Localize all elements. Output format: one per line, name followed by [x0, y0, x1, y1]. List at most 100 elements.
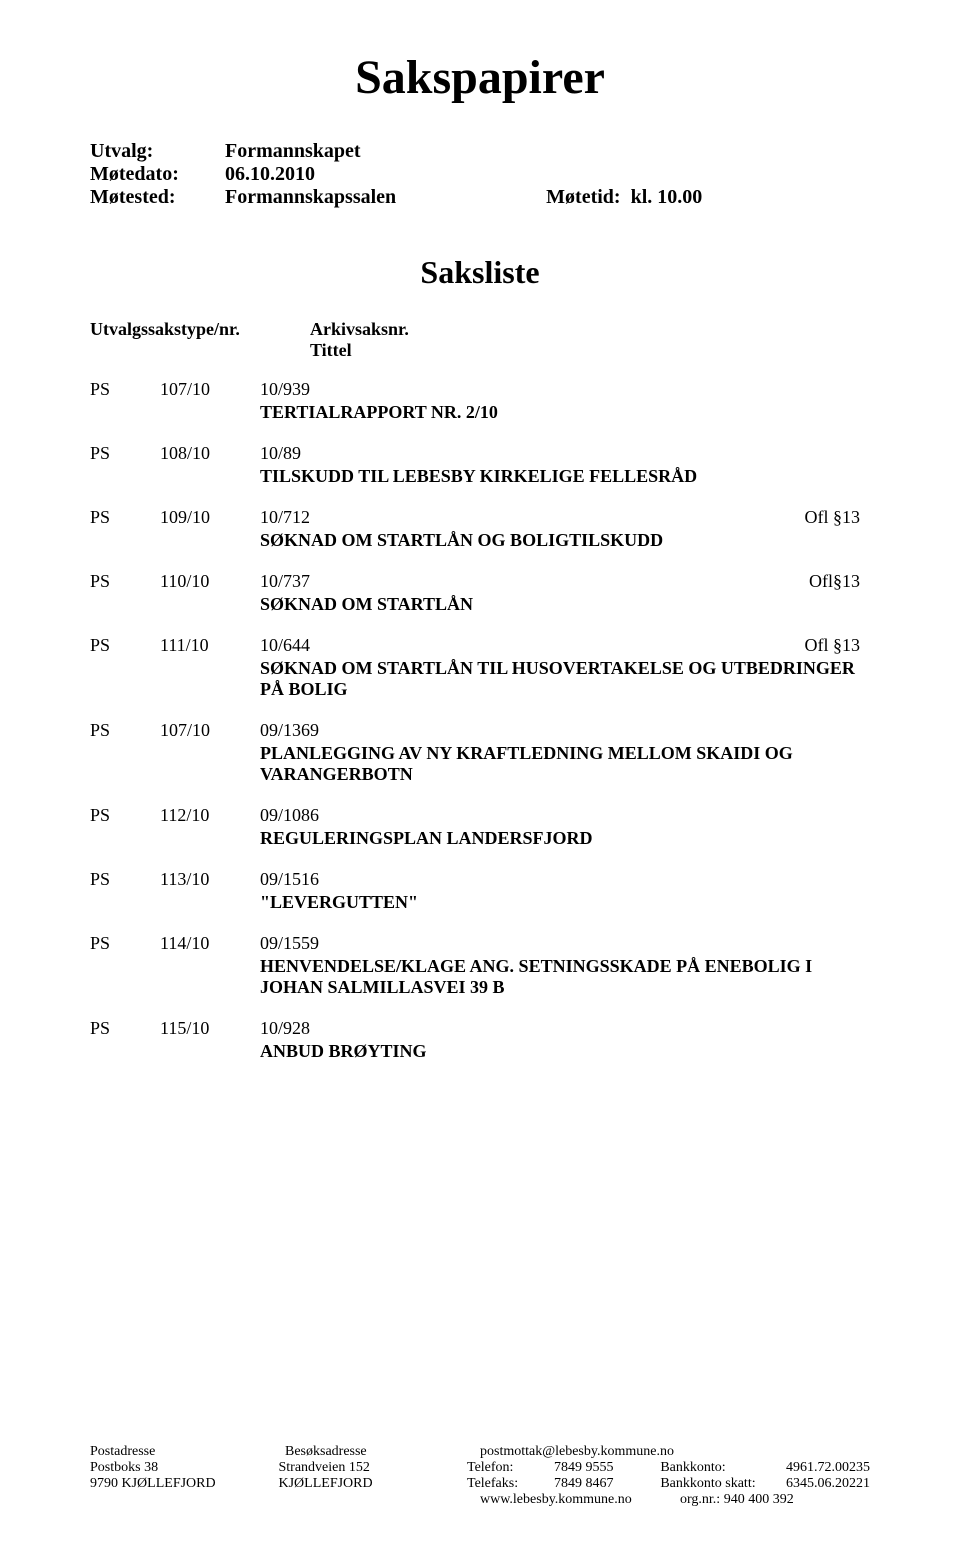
motedato-label: Møtedato: — [90, 163, 225, 186]
item-ps: PS — [90, 720, 160, 741]
footer-cell: Telefaks: — [467, 1476, 554, 1492]
item-ps: PS — [90, 869, 160, 890]
footer-cell: Besøksadresse — [285, 1444, 480, 1460]
meta-row-motedato: Møtedato: 06.10.2010 — [90, 163, 870, 186]
item-title: SØKNAD OM STARTLÅN — [260, 594, 870, 615]
item-title: TERTIALRAPPORT NR. 2/10 — [260, 402, 870, 423]
footer-cell: www.lebesby.kommune.no — [480, 1492, 680, 1508]
footer-cell: Postboks 38 — [90, 1460, 279, 1476]
section-title: Saksliste — [90, 254, 870, 291]
item-body: 10/939 TERTIALRAPPORT NR. 2/10 — [260, 379, 870, 423]
item-title: PLANLEGGING AV NY KRAFTLEDNING MELLOM SK… — [260, 743, 870, 785]
item-ps: PS — [90, 805, 160, 826]
item-body: 09/1516 "LEVERGUTTEN" — [260, 869, 870, 913]
item-caseno: 111/10 — [160, 635, 260, 656]
header-col2: Arkivsaksnr. — [310, 319, 409, 340]
item-extra — [860, 443, 870, 464]
item-ps: PS — [90, 571, 160, 592]
item-arkno: 09/1559 — [260, 933, 350, 954]
footer-cell — [285, 1492, 480, 1508]
item-body: 10/737 Ofl§13 SØKNAD OM STARTLÅN — [260, 571, 870, 615]
item-body: 09/1369 PLANLEGGING AV NY KRAFTLEDNING M… — [260, 720, 870, 785]
footer-cell: Bankkonto: — [660, 1460, 786, 1476]
item-title: REGULERINGSPLAN LANDERSFJORD — [260, 828, 870, 849]
list-header: Utvalgssakstype/nr. Arkivsaksnr. Tittel — [90, 319, 870, 361]
footer-cell: 7849 9555 — [554, 1460, 660, 1476]
motedato-value: 06.10.2010 — [225, 163, 315, 186]
item-arkno: 09/1369 — [260, 720, 350, 741]
list-item: PS 108/10 10/89 TILSKUDD TIL LEBESBY KIR… — [90, 443, 870, 487]
item-caseno: 115/10 — [160, 1018, 260, 1039]
item-caseno: 108/10 — [160, 443, 260, 464]
item-arkno: 10/737 — [260, 571, 350, 592]
footer-cell: postmottak@lebesby.kommune.no — [480, 1444, 674, 1460]
item-body: 10/928 ANBUD BRØYTING — [260, 1018, 870, 1062]
item-extra — [860, 379, 870, 400]
item-extra — [860, 1018, 870, 1039]
meta-row-motested: Møtested: Formannskapssalen Møtetid: kl.… — [90, 186, 870, 209]
footer-row: Postadresse Besøksadresse postmottak@leb… — [90, 1444, 870, 1460]
item-arkno: 09/1516 — [260, 869, 350, 890]
item-extra: Ofl §13 — [805, 507, 871, 528]
item-title: ANBUD BRØYTING — [260, 1041, 870, 1062]
item-title: SØKNAD OM STARTLÅN TIL HUSOVERTAKELSE OG… — [260, 658, 870, 700]
header-col3: Tittel — [310, 340, 409, 361]
page-title: Sakspapirer — [90, 50, 870, 105]
header-col1: Utvalgssakstype/nr. — [90, 319, 310, 361]
item-ps: PS — [90, 635, 160, 656]
item-extra — [860, 933, 870, 954]
item-caseno: 110/10 — [160, 571, 260, 592]
list-item: PS 113/10 09/1516 "LEVERGUTTEN" — [90, 869, 870, 913]
footer-row: 9790 KJØLLEFJORD KJØLLEFJORD Telefaks: 7… — [90, 1476, 870, 1492]
footer-row: Postboks 38 Strandveien 152 Telefon: 784… — [90, 1460, 870, 1476]
footer: Postadresse Besøksadresse postmottak@leb… — [90, 1444, 870, 1508]
item-ps: PS — [90, 1018, 160, 1039]
item-ps: PS — [90, 379, 160, 400]
item-caseno: 107/10 — [160, 379, 260, 400]
items-container: PS 107/10 10/939 TERTIALRAPPORT NR. 2/10… — [90, 379, 870, 1062]
item-caseno: 109/10 — [160, 507, 260, 528]
list-item: PS 112/10 09/1086 REGULERINGSPLAN LANDER… — [90, 805, 870, 849]
item-arkno: 10/712 — [260, 507, 350, 528]
item-extra: Ofl §13 — [805, 635, 871, 656]
footer-cell — [90, 1492, 285, 1508]
motested-label: Møtested: — [90, 186, 225, 209]
footer-cell: Strandveien 152 — [279, 1460, 468, 1476]
item-title: TILSKUDD TIL LEBESBY KIRKELIGE FELLESRÅD — [260, 466, 870, 487]
item-body: 10/89 TILSKUDD TIL LEBESBY KIRKELIGE FEL… — [260, 443, 870, 487]
utvalg-value: Formannskapet — [225, 140, 361, 163]
list-item: PS 110/10 10/737 Ofl§13 SØKNAD OM STARTL… — [90, 571, 870, 615]
item-body: 10/712 Ofl §13 SØKNAD OM STARTLÅN OG BOL… — [260, 507, 870, 551]
item-arkno: 10/928 — [260, 1018, 350, 1039]
footer-row: www.lebesby.kommune.no org.nr.: 940 400 … — [90, 1492, 870, 1508]
footer-cell: 4961.72.00235 — [786, 1460, 870, 1476]
item-body: 10/644 Ofl §13 SØKNAD OM STARTLÅN TIL HU… — [260, 635, 870, 700]
item-caseno: 112/10 — [160, 805, 260, 826]
motested-value: Formannskapssalen — [225, 186, 396, 209]
list-item: PS 107/10 10/939 TERTIALRAPPORT NR. 2/10 — [90, 379, 870, 423]
item-title: SØKNAD OM STARTLÅN OG BOLIGTILSKUDD — [260, 530, 870, 551]
meta-block: Utvalg: Formannskapet Møtedato: 06.10.20… — [90, 140, 870, 209]
item-ps: PS — [90, 933, 160, 954]
item-arkno: 09/1086 — [260, 805, 350, 826]
item-body: 09/1086 REGULERINGSPLAN LANDERSFJORD — [260, 805, 870, 849]
footer-cell: Telefon: — [467, 1460, 554, 1476]
item-arkno: 10/89 — [260, 443, 350, 464]
footer-cell: 6345.06.20221 — [786, 1476, 870, 1492]
footer-cell: KJØLLEFJORD — [279, 1476, 468, 1492]
list-item: PS 115/10 10/928 ANBUD BRØYTING — [90, 1018, 870, 1062]
item-extra — [860, 720, 870, 741]
meta-row-utvalg: Utvalg: Formannskapet — [90, 140, 870, 163]
footer-cell: org.nr.: 940 400 392 — [680, 1492, 794, 1508]
item-title: "LEVERGUTTEN" — [260, 892, 870, 913]
item-ps: PS — [90, 443, 160, 464]
item-title: HENVENDELSE/KLAGE ANG. SETNINGSSKADE PÅ … — [260, 956, 870, 998]
item-caseno: 107/10 — [160, 720, 260, 741]
footer-cell: 7849 8467 — [554, 1476, 660, 1492]
list-item: PS 111/10 10/644 Ofl §13 SØKNAD OM START… — [90, 635, 870, 700]
item-extra: Ofl§13 — [809, 571, 870, 592]
footer-cell: 9790 KJØLLEFJORD — [90, 1476, 279, 1492]
item-body: 09/1559 HENVENDELSE/KLAGE ANG. SETNINGSS… — [260, 933, 870, 998]
utvalg-label: Utvalg: — [90, 140, 225, 163]
item-caseno: 113/10 — [160, 869, 260, 890]
